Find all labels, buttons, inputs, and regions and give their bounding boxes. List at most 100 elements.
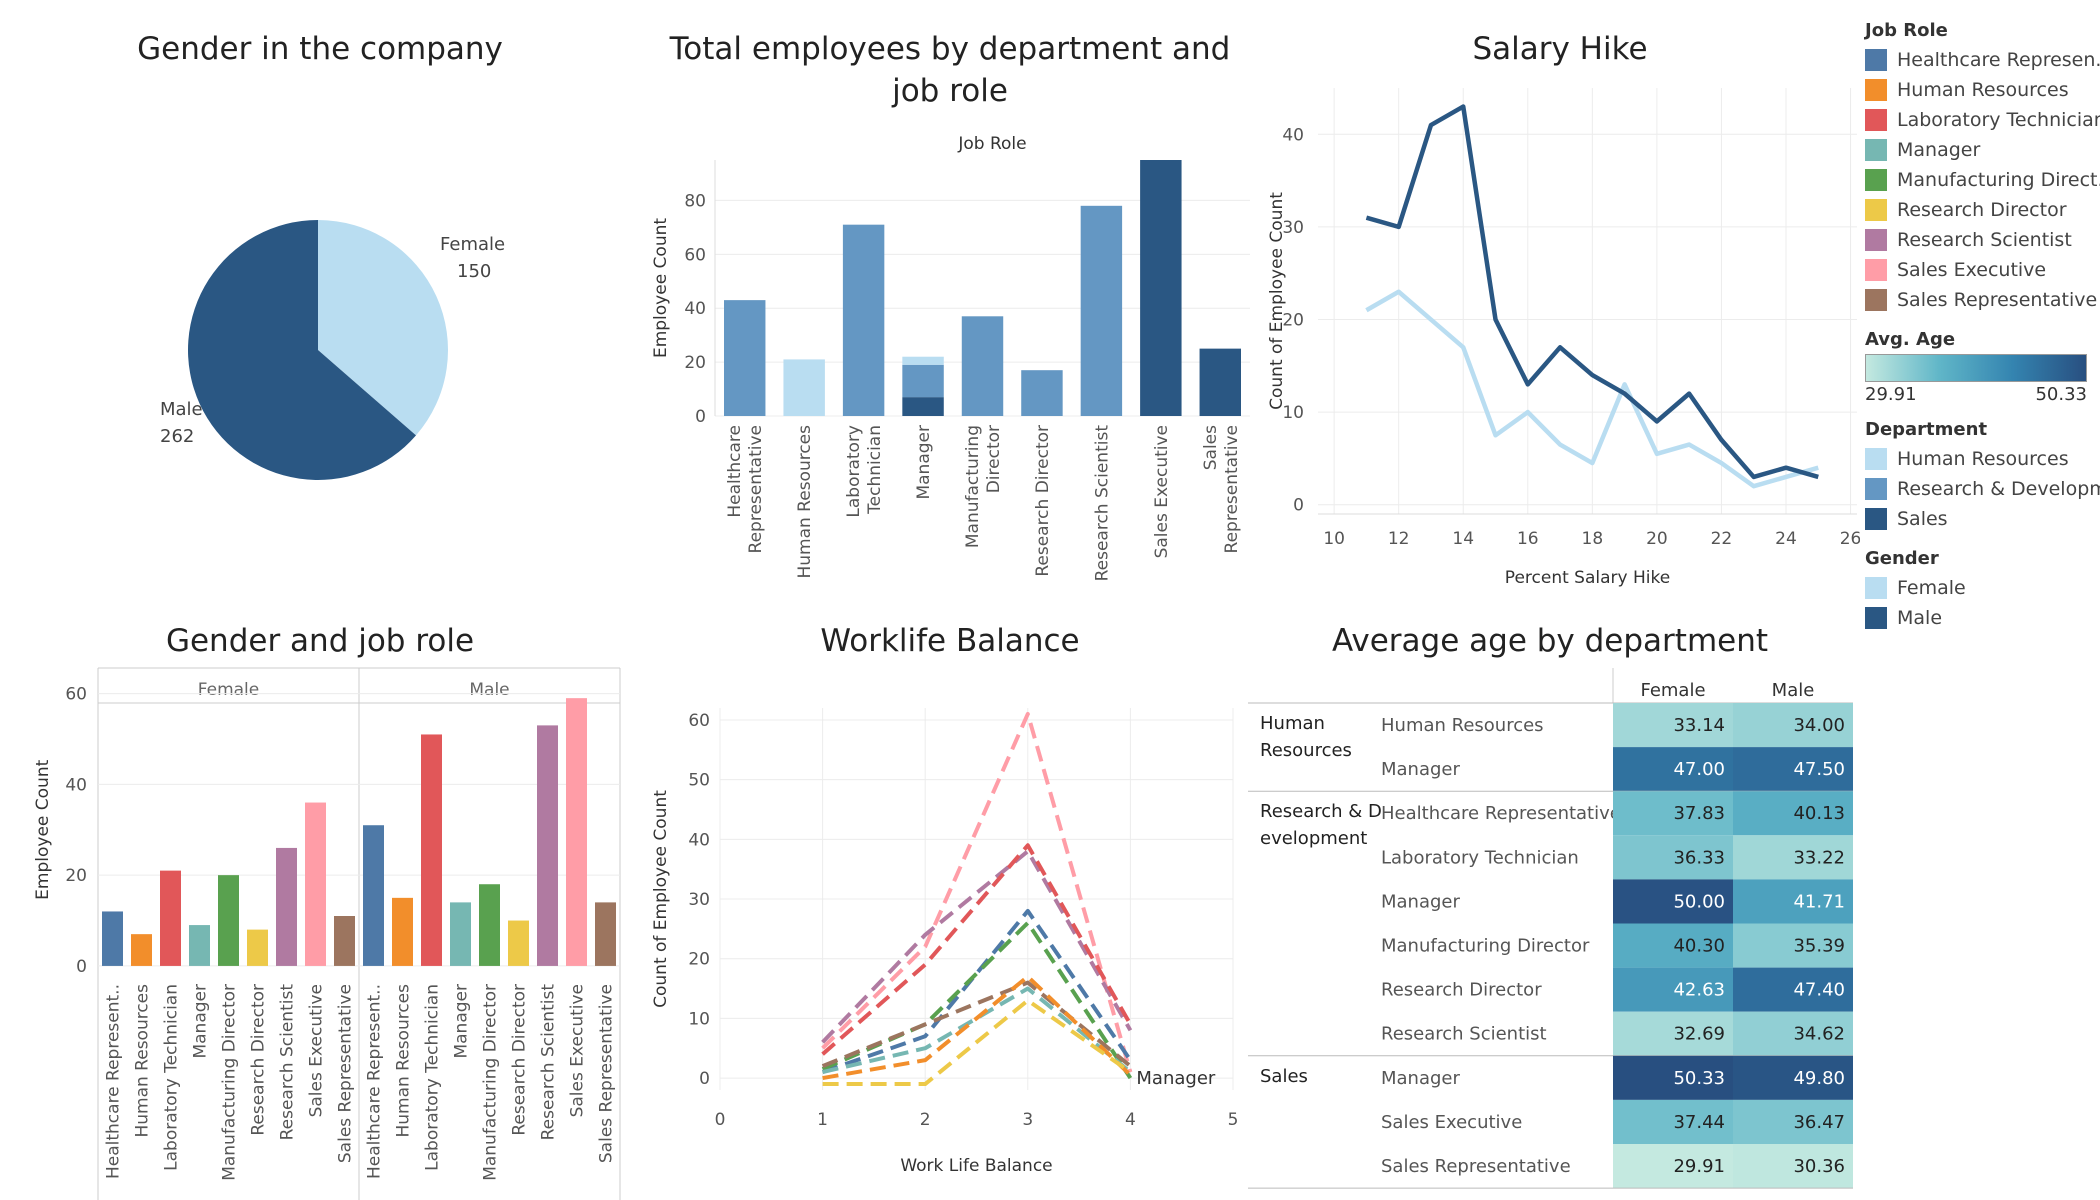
heat-cell [1733,1011,1853,1056]
legend-item-role: Sales Executive [1865,255,2095,285]
heat-value: 36.47 [1793,1112,1845,1133]
heat-value: 41.71 [1793,891,1845,912]
legend-swatch [1865,79,1887,101]
legend-swatch [1865,139,1887,161]
heat-cell [1613,879,1733,924]
y-tick-label: 80 [684,191,706,211]
worklife-panel: Worklife Balance 0 10 20 30 40 50 60 0 1 2 3 4 5 Work… [640,600,1260,1200]
series-line [822,986,1132,1075]
avg-age-min: 29.91 [1865,384,1917,405]
salary-hike-title: Salary Hike [1472,31,1648,67]
bar-segment [961,316,1004,416]
avg-age-max: 50.33 [2035,384,2087,405]
legend-label: Laboratory Technician [1897,109,2100,131]
bar-female [189,925,210,966]
role-label: Manager [1381,759,1460,780]
legend-item-role: Research Director [1865,195,2095,225]
bar-segment [842,224,885,416]
x-tick-label: 3 [1022,1110,1033,1130]
x-tick-label: Manufacturing Director [481,984,501,1181]
series-line-female [1365,289,1819,489]
heat-value: 40.13 [1793,803,1845,824]
legend-item-role: Manufacturing Direct.. [1865,165,2100,195]
x-tick-label: Sales Executive [568,984,588,1117]
x-tick-label: Sales Representative [597,984,617,1163]
y-tick-label: 10 [688,1009,710,1029]
legend-item-department: Sales [1865,504,2095,534]
y-tick-label: 20 [684,353,706,373]
x-tick-label: 1 [817,1110,828,1130]
heat-cell [1613,835,1733,880]
avg-age-panel: Average age by department Female Male Huma… [1240,600,1860,1200]
x-tick-label: Manufacturing [963,425,983,548]
series-line [821,849,1133,1044]
series-line-male [1365,104,1819,480]
y-tick-label: 0 [695,407,706,427]
x-tick-label: 22 [1711,529,1733,549]
legend-label: Research Scientist [1897,229,2072,251]
bar-male [479,884,500,966]
bar-segment [902,397,944,416]
x-tick-label: 14 [1452,529,1474,549]
legend-label: Healthcare Represen.. [1897,49,2100,71]
avg-age-title: Average age by department [1331,623,1769,659]
x-tick-label: 24 [1775,529,1797,549]
x-tick-label: Director [984,425,1004,493]
bar-segment [724,300,766,416]
x-axis-title: Percent Salary Hike [1505,568,1670,588]
heat-value: 30.36 [1793,1156,1845,1177]
x-tick-label: Laboratory [844,425,864,518]
bar-male [537,725,558,966]
x-tick-label: Research Director [1033,425,1053,577]
pie-slice-male [187,220,417,481]
y-tick-label: 40 [688,830,710,850]
heat-cell [1733,1099,1853,1144]
heat-cell [1733,791,1853,836]
x-tick-label: Research Director [510,984,530,1136]
role-label: Human Resources [1381,715,1544,736]
heat-value: 29.91 [1673,1156,1725,1177]
y-tick-label: 60 [688,711,710,731]
legend-label: Sales Representative [1897,289,2098,311]
pie-label-female: Female [440,234,505,255]
x-tick-label: Research Scientist [278,984,298,1141]
panel-header-male: Male [469,680,509,700]
x-axis-title: Work Life Balance [900,1156,1052,1176]
bar-male [363,825,384,966]
x-tick-label: Sales Representative [336,984,356,1163]
bar-segment [1021,370,1063,416]
x-tick-label: 10 [1323,529,1345,549]
y-tick-label: 40 [65,775,87,795]
role-label: Sales Representative [1381,1156,1571,1177]
bar-segment [1080,205,1123,416]
worklife-chart: 0 10 20 30 40 50 60 0 1 2 3 4 5 Work Life Balance Coun… [651,708,1239,1176]
heat-cell [1613,747,1733,792]
legend-swatch [1865,259,1887,281]
heat-cell [1613,1099,1733,1144]
legend-swatch [1865,199,1887,221]
salary-hike-panel: Salary Hike 0 10 20 30 40 10 12 14 16 18 20 22 24 26 P… [1260,0,1860,600]
legend-label: Research & Developm.. [1897,478,2100,500]
series-line [821,711,1133,1073]
department-legend-title: Department [1865,419,1988,440]
heat-value: 37.83 [1673,803,1725,824]
bar-male [450,902,471,966]
end-label-manager: Manager [1136,1068,1215,1089]
job-role-legend-title: Job Role [1865,20,1948,41]
x-tick-label: Representative [746,425,766,553]
heat-value: 33.14 [1673,715,1725,736]
heat-cell [1613,967,1733,1012]
x-tick-label: 5 [1228,1110,1239,1130]
x-tick-label: Healthcare Represent.. [365,984,385,1179]
y-tick-label: 50 [688,771,710,791]
x-tick-label: 4 [1125,1110,1136,1130]
gender-role-panel: Gender and job role Female Male 0 20 40 60 Emp… [0,600,640,1200]
x-tick-label: Research Scientist [539,984,559,1141]
role-label: Manufacturing Director [1381,936,1590,957]
x-tick-label: Research Director [249,984,269,1136]
heat-value: 42.63 [1673,980,1725,1001]
bar-female [218,875,239,966]
role-label: Research Scientist [1381,1024,1547,1045]
bar-male [566,698,587,966]
job-role-legend: Job Role Healthcare Represen.. Human Reso… [1865,20,2100,315]
